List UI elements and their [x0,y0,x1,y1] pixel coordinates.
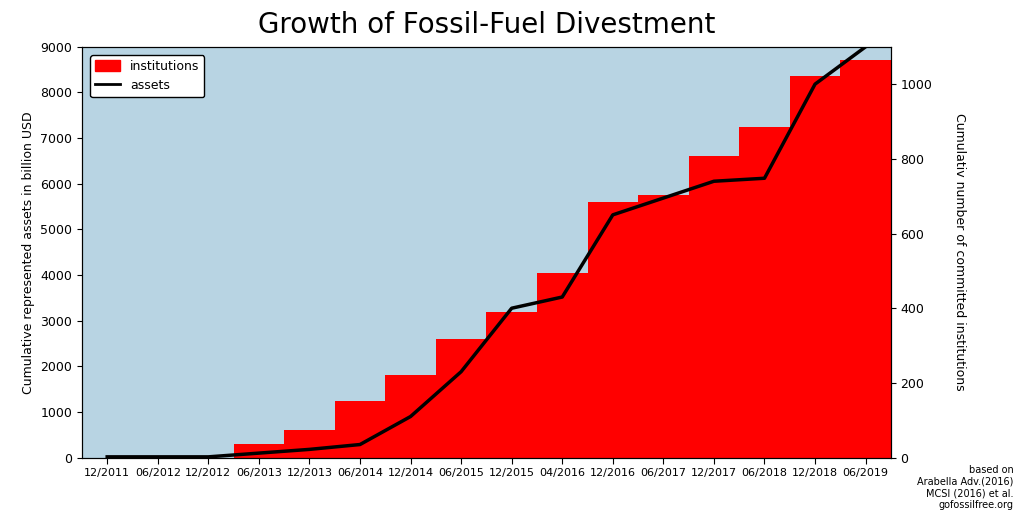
Title: Growth of Fossil-Fuel Divestment: Growth of Fossil-Fuel Divestment [258,11,715,39]
Bar [739,127,790,458]
Bar [790,76,841,458]
Y-axis label: Cumulativ number of committed institutions: Cumulativ number of committed institutio… [953,113,967,391]
Bar [486,311,537,458]
Bar [588,202,638,458]
Text: based on
Arabella Adv.(2016)
MCSI (2016) et al.
gofossilfree.org: based on Arabella Adv.(2016) MCSI (2016)… [918,465,1014,510]
Bar [385,375,436,458]
Bar [537,272,588,458]
Y-axis label: Cumulative represented assets in billion USD: Cumulative represented assets in billion… [22,111,35,394]
Bar [689,157,739,458]
Bar [285,430,335,458]
Bar [233,444,285,458]
Bar [638,195,689,458]
Bar [841,60,891,458]
Legend: institutions, assets: institutions, assets [90,55,205,97]
Bar [335,400,385,458]
Bar [436,339,486,458]
